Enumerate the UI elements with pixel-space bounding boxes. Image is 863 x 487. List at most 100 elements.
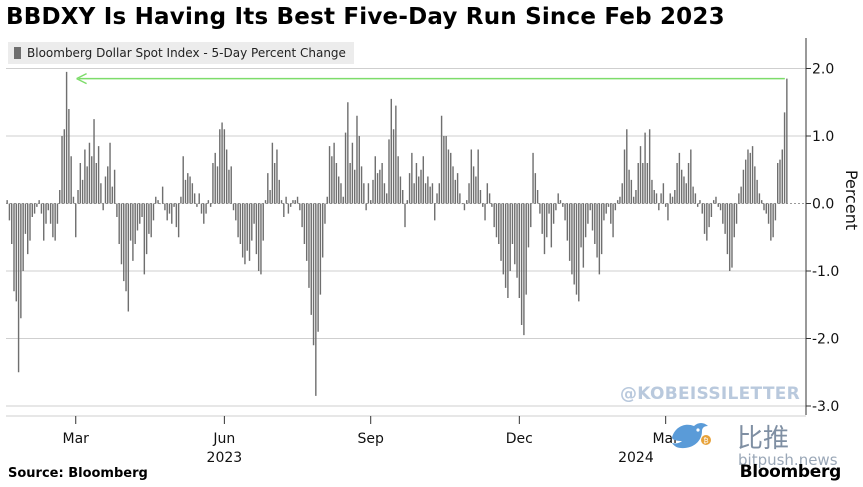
bar	[324, 203, 326, 224]
bar	[502, 203, 505, 275]
bar	[113, 169, 116, 204]
bar	[735, 203, 738, 224]
bar	[305, 203, 308, 261]
bar	[516, 203, 518, 278]
bar	[159, 203, 162, 205]
bar	[717, 203, 719, 207]
bar	[353, 169, 356, 204]
bar	[607, 203, 610, 207]
bar	[447, 149, 450, 204]
bar	[779, 159, 781, 204]
bar	[390, 98, 392, 204]
bar	[422, 156, 425, 204]
bar	[786, 78, 788, 204]
bar	[22, 203, 24, 271]
bar	[328, 146, 331, 204]
bar	[97, 146, 100, 204]
bar	[88, 142, 91, 204]
bar	[196, 203, 198, 207]
bar	[404, 203, 406, 228]
bar	[655, 193, 658, 204]
bar	[669, 193, 671, 204]
bar	[520, 203, 523, 325]
bar	[472, 166, 475, 204]
bar	[584, 203, 587, 238]
bar	[763, 203, 765, 211]
bar	[687, 163, 690, 204]
bar	[626, 129, 628, 204]
bar	[703, 203, 706, 234]
bar	[267, 173, 269, 204]
bar	[223, 129, 226, 204]
bar	[692, 186, 694, 204]
bar	[369, 200, 372, 204]
bar	[91, 156, 93, 204]
bar	[614, 203, 617, 211]
bar	[214, 152, 216, 204]
bar	[182, 156, 184, 204]
bar	[662, 183, 665, 204]
bar	[59, 190, 61, 204]
bar	[296, 196, 299, 204]
bar	[319, 203, 322, 295]
bitpush-site: bitpush.news	[738, 451, 838, 469]
bar	[136, 203, 139, 231]
bar	[294, 200, 296, 204]
bar	[495, 203, 498, 238]
bar	[610, 203, 612, 224]
kobeissi-watermark: @KOBEISSILETTER	[620, 384, 801, 404]
bar	[541, 203, 543, 234]
bar	[694, 193, 697, 204]
bar	[79, 163, 82, 204]
bar	[450, 152, 452, 204]
bar	[511, 203, 514, 244]
bitpush-chinese-logo: 比推	[737, 424, 790, 454]
bar	[678, 152, 681, 204]
bar	[690, 149, 692, 204]
bar	[418, 176, 420, 204]
bar	[436, 193, 438, 204]
bar	[587, 203, 589, 224]
bar	[546, 203, 548, 238]
bar	[235, 203, 237, 221]
bar	[150, 203, 152, 238]
bar	[488, 193, 491, 204]
bar	[632, 196, 635, 204]
bar	[47, 203, 50, 211]
bar	[518, 203, 521, 298]
bar	[749, 152, 751, 204]
bar	[342, 196, 344, 204]
bar	[278, 179, 280, 204]
bar	[680, 169, 683, 204]
bar	[239, 203, 242, 244]
bar	[155, 196, 157, 204]
bar	[445, 136, 447, 204]
bar	[429, 186, 431, 204]
bar	[166, 203, 168, 221]
bar	[31, 203, 34, 217]
bar	[777, 163, 779, 204]
bar	[84, 149, 86, 204]
bar	[454, 179, 457, 204]
bar	[145, 203, 148, 255]
legend: Bloomberg Dollar Spot Index - 5-Day Perc…	[8, 42, 354, 64]
bar	[536, 190, 539, 204]
bar	[712, 200, 715, 204]
bar	[701, 203, 703, 214]
y-axis-label: Percent	[842, 170, 861, 230]
bar	[413, 183, 415, 204]
bar	[349, 163, 351, 204]
x-tick-label: Dec	[506, 431, 533, 447]
bar	[578, 203, 580, 302]
bar	[157, 200, 159, 204]
bar	[191, 183, 194, 204]
bar	[315, 203, 317, 396]
bar	[335, 163, 338, 204]
bar	[498, 203, 500, 244]
bar	[321, 203, 324, 258]
bar	[241, 203, 244, 258]
bar	[616, 200, 619, 204]
bar	[262, 203, 264, 241]
arrow-head	[76, 72, 87, 85]
bar	[212, 163, 214, 204]
